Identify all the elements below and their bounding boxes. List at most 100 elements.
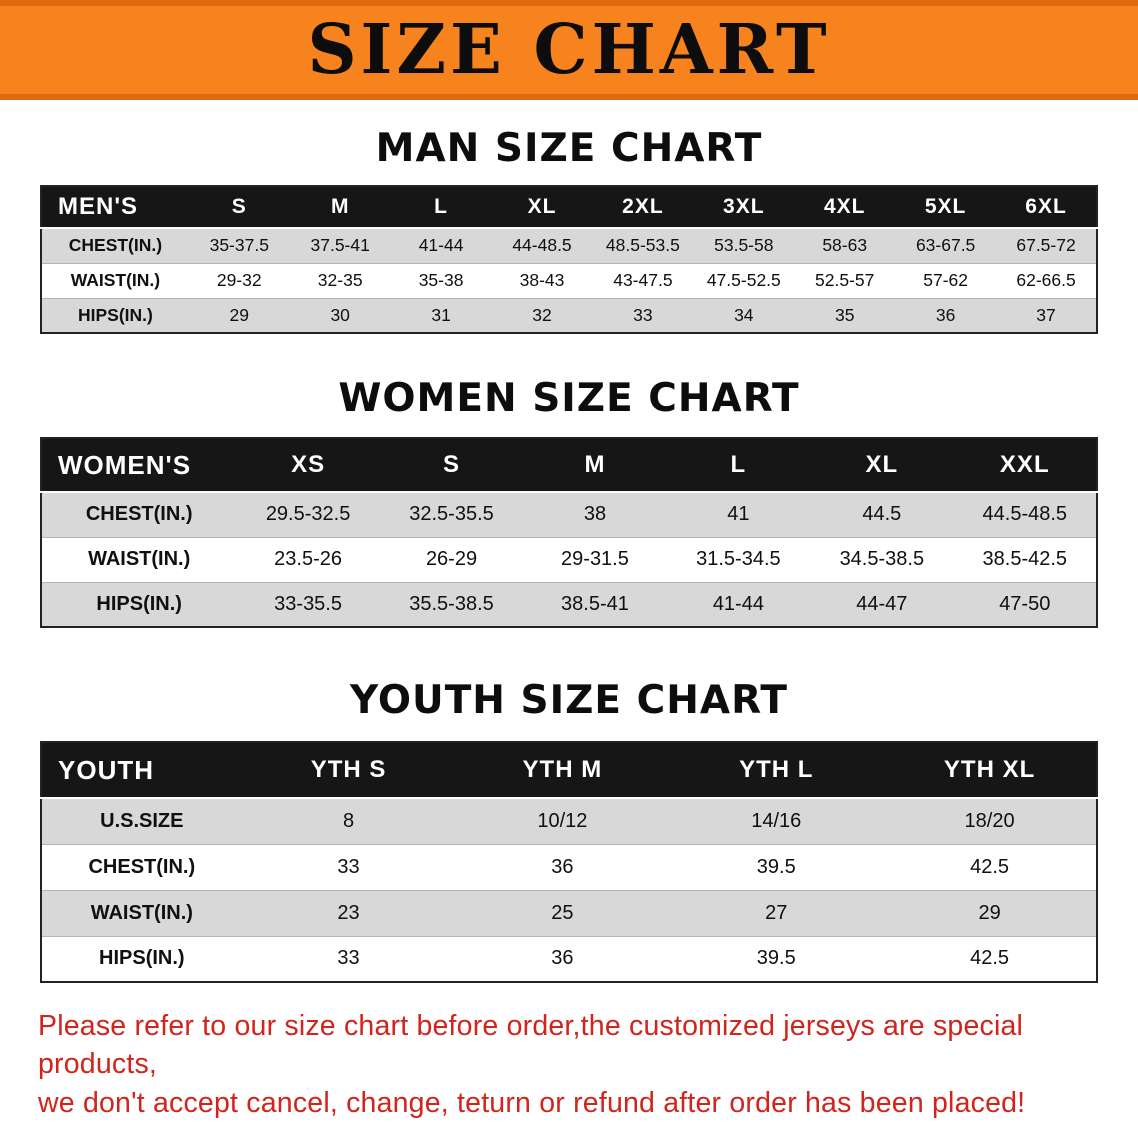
size-column-header: S	[443, 451, 461, 478]
measurement-row: HIPS(IN.) 29 30 31 32 33 34 35 36 37	[41, 298, 1097, 333]
size-value-cell: 43-47.5	[613, 270, 673, 290]
measurement-row: WAIST(IN.) 23 25 27 29	[41, 890, 1097, 936]
men-section-heading: MAN SIZE CHART	[375, 126, 763, 171]
size-value-cell: 44.5-48.5	[982, 503, 1068, 526]
size-value-cell: 32	[532, 304, 552, 325]
size-value-cell: 29.5-32.5	[265, 503, 351, 526]
size-column-header: XL	[527, 195, 557, 218]
women-size-section: WOMEN SIZE CHART WOMEN'S XS S M L XL XXL CHEST…	[0, 376, 1138, 628]
size-value-cell: 53.5-58	[714, 235, 774, 256]
banner: SIZE CHART	[0, 0, 1138, 100]
size-value-cell: 44-48.5	[512, 235, 572, 256]
size-column-header: XL	[865, 451, 899, 478]
size-value-cell: 34.5-38.5	[839, 548, 925, 570]
size-value-cell: 25	[551, 901, 574, 924]
size-column-header: YTH L	[739, 756, 814, 783]
measurement-label-cell: HIPS(IN.)	[96, 592, 182, 615]
measurement-row: WAIST(IN.) 29-32 32-35 35-38 38-43 43-47.5 47.…	[41, 263, 1097, 298]
measurement-row: U.S.SIZE 8 10/12 14/16 18/20	[41, 798, 1097, 844]
size-value-cell: 35-37.5	[209, 235, 269, 256]
size-value-cell: 33	[633, 304, 653, 325]
men-table-body: CHEST(IN.) 35-37.5 37.5-41 41-44 44-48.5 48.5…	[41, 228, 1097, 333]
measurement-label-cell: WAIST(IN.)	[88, 548, 191, 570]
measurement-row: HIPS(IN.) 33-35.5 35.5-38.5 38.5-41 41-44 44-…	[41, 582, 1097, 627]
size-column-header: YTH M	[522, 756, 603, 783]
size-value-cell: 57-62	[923, 270, 968, 290]
size-value-cell: 14/16	[751, 809, 802, 832]
measurement-label-cell: HIPS(IN.)	[99, 947, 185, 970]
size-value-cell: 41-44	[418, 235, 464, 256]
size-value-cell: 27	[765, 901, 788, 924]
youth-table-body: U.S.SIZE 8 10/12 14/16 18/20 CHEST(IN.) 33 36 39…	[41, 798, 1097, 982]
measurement-label-cell: HIPS(IN.)	[77, 304, 153, 325]
disclaimer-line-2: we don't accept cancel, change, teturn o…	[38, 1086, 1026, 1119]
size-value-cell: 33	[337, 855, 360, 878]
measurement-label-cell: U.S.SIZE	[100, 809, 184, 832]
size-column-header: M	[330, 195, 350, 218]
size-value-cell: 29-32	[216, 270, 262, 290]
size-value-cell: 63-67.5	[915, 235, 976, 256]
size-value-cell: 52.5-57	[815, 270, 875, 290]
size-column-header: 2XL	[622, 195, 664, 218]
size-column-header: 6XL	[1025, 195, 1067, 218]
size-value-cell: 36	[935, 304, 956, 325]
measurement-row: WAIST(IN.) 23.5-26 26-29 29-31.5 31.5-34.5 34…	[41, 537, 1097, 582]
size-value-cell: 39.5	[756, 855, 796, 878]
size-value-cell: 18/20	[964, 809, 1015, 832]
size-value-cell: 29-31.5	[561, 548, 629, 570]
size-value-cell: 35.5-38.5	[409, 592, 494, 615]
men-size-section: MAN SIZE CHART MEN'S S M L XL 2XL 3XL 4XL 5XL 6XL…	[0, 126, 1138, 334]
size-column-header: 5XL	[924, 195, 967, 218]
banner-title: SIZE CHART	[307, 10, 831, 90]
size-value-cell: 44-47	[856, 592, 908, 615]
youth-size-table: YOUTH YTH S YTH M YTH L YTH XL U.S.SIZE 8 10/1…	[40, 741, 1098, 983]
size-column-header: L	[730, 451, 747, 478]
size-value-cell: 29	[229, 304, 250, 325]
size-value-cell: 36	[551, 855, 574, 878]
measurement-row: CHEST(IN.) 29.5-32.5 32.5-35.5 38 41 44.5 44.5…	[41, 492, 1097, 537]
measurement-label-cell: WAIST(IN.)	[70, 270, 161, 290]
women-table-header-row: WOMEN'S XS S M L XL XXL	[41, 438, 1097, 492]
size-value-cell: 47.5-52.5	[706, 270, 781, 290]
size-value-cell: 31	[431, 304, 451, 325]
size-value-cell: 42.5	[970, 947, 1010, 970]
size-value-cell: 41	[727, 503, 750, 526]
size-column-header: 3XL	[723, 195, 765, 218]
size-value-cell: 37	[1036, 304, 1056, 325]
size-value-cell: 41-44	[712, 592, 764, 615]
table-title-cell: MEN'S	[58, 193, 139, 220]
size-column-header: XS	[291, 451, 326, 478]
size-value-cell: 44.5	[862, 503, 902, 526]
size-value-cell: 33	[337, 947, 360, 970]
size-value-cell: 38	[583, 503, 607, 526]
size-value-cell: 23	[337, 901, 360, 924]
size-column-header: YTH XL	[943, 756, 1036, 783]
size-value-cell: 67.5-72	[1016, 235, 1076, 256]
size-value-cell: 26-29	[425, 548, 478, 570]
size-value-cell: 58-63	[822, 235, 868, 256]
size-value-cell: 37.5-41	[310, 235, 370, 256]
measurement-row: HIPS(IN.) 33 36 39.5 42.5	[41, 936, 1097, 982]
size-value-cell: 38.5-42.5	[982, 548, 1068, 570]
measurement-label-cell: WAIST(IN.)	[90, 901, 193, 924]
youth-section-heading: YOUTH SIZE CHART	[350, 678, 788, 723]
youth-size-section: YOUTH SIZE CHART YOUTH YTH S YTH M YTH L YTH…	[0, 678, 1138, 983]
size-value-cell: 32-35	[317, 270, 363, 290]
table-title-cell: WOMEN'S	[58, 449, 192, 480]
table-title-cell: YOUTH	[58, 754, 154, 785]
size-column-header: S	[231, 195, 247, 218]
measurement-label-cell: CHEST(IN.)	[85, 503, 193, 526]
men-table-header-row: MEN'S S M L XL 2XL 3XL 4XL 5XL 6XL	[41, 186, 1097, 228]
size-column-header: M	[584, 451, 606, 478]
size-value-cell: 39.5	[756, 947, 796, 970]
size-column-header: XXL	[999, 451, 1050, 478]
size-column-header: L	[434, 195, 448, 218]
measurement-row: CHEST(IN.) 33 36 39.5 42.5	[41, 844, 1097, 890]
size-value-cell: 8	[342, 809, 355, 832]
men-size-table: MEN'S S M L XL 2XL 3XL 4XL 5XL 6XL CHEST(IN.) 35-3…	[40, 185, 1098, 334]
size-value-cell: 30	[330, 304, 350, 325]
measurement-label-cell: CHEST(IN.)	[68, 235, 163, 256]
size-value-cell: 42.5	[970, 855, 1010, 878]
size-value-cell: 62-66.5	[1016, 270, 1076, 290]
